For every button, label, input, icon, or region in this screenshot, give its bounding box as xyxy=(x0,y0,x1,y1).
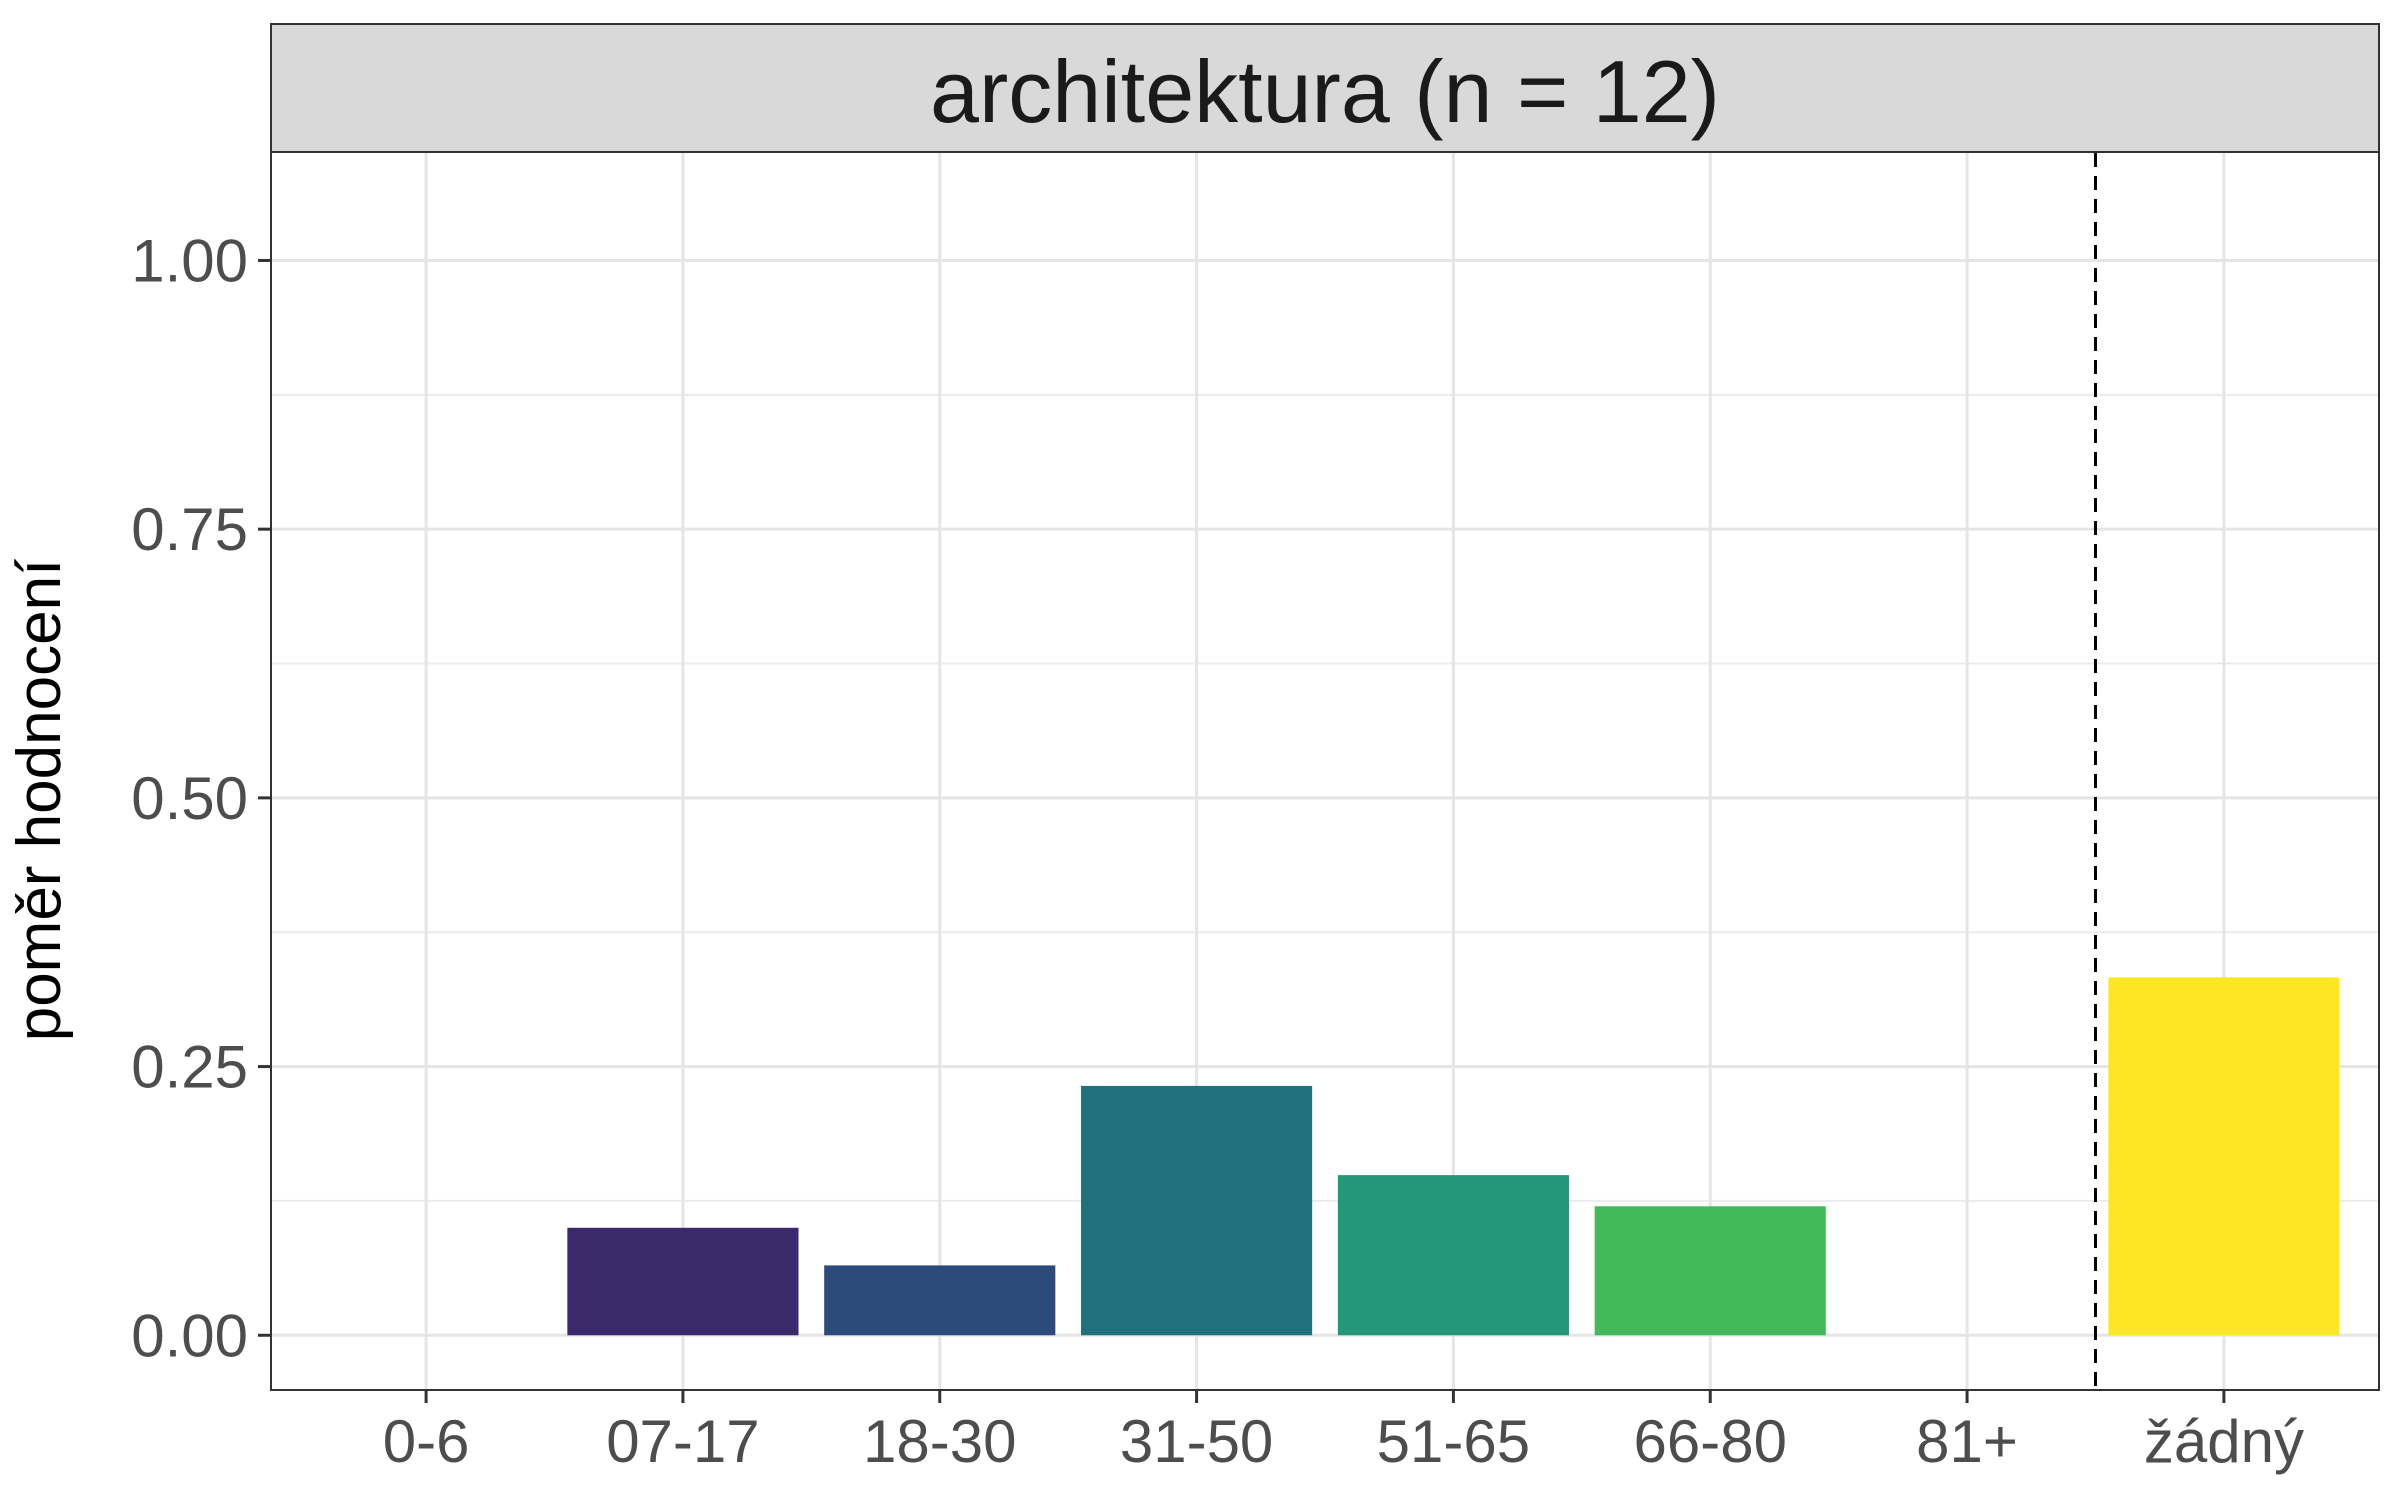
bars xyxy=(567,977,2340,1336)
grid-major xyxy=(272,153,2378,1389)
x-tick-label: 0-6 xyxy=(383,1408,470,1475)
grid-minor xyxy=(272,393,2378,1202)
x-tick-label: žádný xyxy=(2144,1408,2304,1475)
bar-31-50 xyxy=(1081,1085,1313,1336)
y-tick-label: 0.25 xyxy=(131,1034,248,1101)
x-tick-label: 18-30 xyxy=(863,1408,1016,1475)
x-tick-label: 51-65 xyxy=(1377,1408,1530,1475)
x-tick-label: 81+ xyxy=(1916,1408,2018,1475)
y-tick-label: 1.00 xyxy=(131,227,248,294)
y-tick-label: 0.50 xyxy=(131,765,248,832)
x-axis: 0-6 07-17 18-30 31-50 51-65 66-80 81+ žádný xyxy=(383,1389,2304,1475)
y-axis-title: poměr hodnocení xyxy=(5,559,74,1042)
y-axis: 0.00 0.25 0.50 0.75 1.00 xyxy=(131,227,272,1369)
bar-18-30 xyxy=(824,1265,1056,1336)
bar-07-17 xyxy=(567,1227,799,1336)
chart-title: architektura (n = 12) xyxy=(930,42,1720,141)
x-tick-label: 07-17 xyxy=(606,1408,759,1475)
x-tick-label: 66-80 xyxy=(1634,1408,1787,1475)
strip-background xyxy=(270,23,2380,153)
bar-66-80 xyxy=(1594,1206,1826,1336)
y-tick-label: 0.00 xyxy=(131,1302,248,1369)
panel-border xyxy=(270,151,2380,1391)
x-tick-label: 31-50 xyxy=(1120,1408,1273,1475)
y-tick-label: 0.75 xyxy=(131,496,248,563)
bar-51-65 xyxy=(1337,1175,1569,1336)
bar-žádný xyxy=(2108,977,2340,1336)
